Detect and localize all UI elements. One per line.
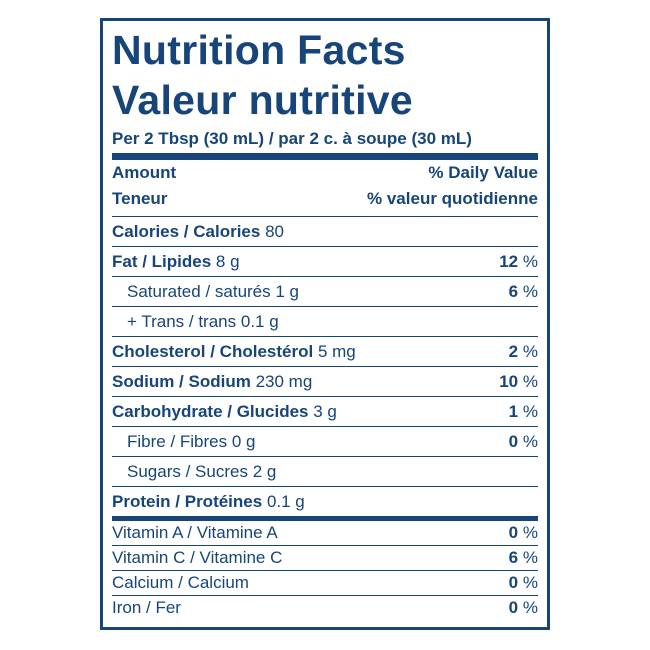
thick-rule (112, 153, 538, 160)
dv-number: 0 (508, 523, 519, 542)
dv-number: 6 (508, 281, 519, 301)
nutrient-list: Calories / Calories 80 Fat / Lipides 8 g 1… (112, 217, 538, 516)
nutrient-amount: 3 g (313, 401, 337, 421)
header-row: Teneur % valeur quotidienne (112, 186, 538, 212)
nutrient-row: Protein / Protéines 0.1 g (112, 487, 538, 516)
nutrient-name: Vitamin C / Vitamine C (112, 548, 283, 567)
nutrient-row: Sodium / Sodium 230 mg 10 % (112, 367, 538, 397)
dv-unit: % (522, 251, 538, 271)
dv-header-fr: % valeur quotidienne (367, 189, 538, 208)
nutrient-label: Protein / Protéines 0.1 g (112, 492, 305, 512)
nutrient-label: Cholesterol / Cholestérol 5 mg (112, 342, 356, 362)
daily-value: 0 % (509, 523, 538, 543)
nutrient-name: Protein / Protéines (112, 491, 263, 511)
nutrient-row: Fibre / Fibres 0 g 0 % (112, 427, 538, 457)
dv-number: 0 (508, 431, 519, 451)
nutrient-label: Saturated / saturés 1 g (112, 282, 299, 302)
nutrient-label: Carbohydrate / Glucides 3 g (112, 402, 337, 422)
title: Nutrition Facts (112, 27, 406, 73)
dv-unit: % (522, 341, 538, 361)
dv-unit: % (522, 281, 538, 301)
column-headers: Amount % Daily Value Teneur % valeur quoti… (112, 160, 538, 217)
nutrient-row: Carbohydrate / Glucides 3 g 1 % (112, 397, 538, 427)
nutrient-label: Sodium / Sodium 230 mg (112, 372, 312, 392)
nutrient-name: Fat / Lipides (112, 251, 212, 271)
nutrient-amount: 0.1 g (240, 311, 279, 331)
dv-unit: % (522, 371, 538, 391)
dv-unit: % (522, 598, 538, 617)
daily-value: 12 % (499, 252, 538, 272)
nutrient-name: Carbohydrate / Glucides (112, 401, 309, 421)
nutrient-row: + Trans / trans 0.1 g (112, 307, 538, 337)
nutrient-name: Iron / Fer (112, 598, 181, 617)
nutrient-label: Iron / Fer (112, 598, 181, 618)
nutrient-amount: 0 g (231, 431, 256, 451)
nutrient-name: Saturated / saturés (127, 281, 271, 301)
nutrient-name: + Trans / trans (127, 311, 237, 331)
nutrient-row: Vitamin C / Vitamine C 6 % (112, 546, 538, 571)
daily-value: 6 % (509, 548, 538, 568)
nutrient-amount: 80 (265, 221, 284, 241)
nutrient-row: Saturated / saturés 1 g 6 % (112, 277, 538, 307)
nutrient-label: Fibre / Fibres 0 g (112, 432, 256, 452)
amount-header: Amount (112, 163, 177, 182)
nutrient-amount: 1 g (275, 281, 300, 301)
label-content: Nutrition Facts Valeur nutritive Per 2 T… (103, 21, 547, 620)
nutrient-name: Sodium / Sodium (112, 371, 251, 391)
nutrient-row: Calories / Calories 80 (112, 217, 538, 247)
nutrient-label: Vitamin C / Vitamine C (112, 548, 282, 568)
nutrient-row: Vitamin A / Vitamine A 0 % (112, 521, 538, 546)
nutrient-label: Calories / Calories 80 (112, 222, 284, 242)
nutrient-amount: 0.1 g (266, 491, 305, 511)
nutrient-name: Cholesterol / Cholestérol (112, 341, 314, 361)
nutrient-name: Calcium / Calcium (112, 573, 249, 592)
nutrition-label: Nutrition Facts Valeur nutritive Per 2 T… (100, 18, 550, 630)
dv-number: 6 (508, 548, 519, 567)
nutrient-name: Vitamin A / Vitamine A (112, 523, 278, 542)
dv-unit: % (522, 523, 538, 542)
nutrient-row: Sugars / Sucres 2 g (112, 457, 538, 487)
nutrient-row: Fat / Lipides 8 g 12 % (112, 247, 538, 277)
amount-header-fr: Teneur (112, 189, 168, 208)
dv-unit: % (522, 573, 538, 592)
thick-rule (112, 516, 538, 521)
nutrient-label: Sugars / Sucres 2 g (112, 462, 276, 482)
nutrient-amount: 2 g (252, 461, 277, 481)
daily-value: 10 % (499, 372, 538, 392)
nutrient-label: + Trans / trans 0.1 g (112, 312, 279, 332)
nutrient-row: Cholesterol / Cholestérol 5 mg 2 % (112, 337, 538, 367)
dv-number: 0 (508, 573, 519, 592)
dv-number: 12 (499, 251, 519, 271)
nutrient-amount: 5 mg (317, 341, 356, 361)
dv-number: 1 (508, 401, 519, 421)
nutrient-label: Fat / Lipides 8 g (112, 252, 240, 272)
dv-number: 2 (508, 341, 519, 361)
daily-value: 2 % (509, 342, 538, 362)
title-fr: Valeur nutritive (112, 77, 414, 123)
nutrient-label: Calcium / Calcium (112, 573, 249, 593)
daily-value: 0 % (509, 432, 538, 452)
daily-value: 1 % (509, 402, 538, 422)
header-row: Amount % Daily Value (112, 160, 538, 186)
dv-unit: % (522, 431, 538, 451)
dv-unit: % (522, 548, 538, 567)
nutrient-label: Vitamin A / Vitamine A (112, 523, 278, 543)
nutrient-amount: 8 g (215, 251, 240, 271)
nutrient-name: Sugars / Sucres (127, 461, 248, 481)
serving: Per 2 Tbsp (30 mL) / par 2 c. à soupe (3… (112, 129, 472, 148)
daily-value: 0 % (509, 598, 538, 618)
dv-header: % Daily Value (428, 163, 538, 182)
daily-value: 6 % (509, 282, 538, 302)
nutrient-name: Calories / Calories (112, 221, 261, 241)
nutrient-name: Fibre / Fibres (127, 431, 228, 451)
dv-unit: % (522, 401, 538, 421)
nutrient-amount: 230 mg (255, 371, 313, 391)
nutrient-row: Iron / Fer 0 % (112, 596, 538, 620)
dv-number: 0 (508, 598, 519, 617)
daily-value: 0 % (509, 573, 538, 593)
dv-number: 10 (499, 371, 519, 391)
nutrient-row: Calcium / Calcium 0 % (112, 571, 538, 596)
